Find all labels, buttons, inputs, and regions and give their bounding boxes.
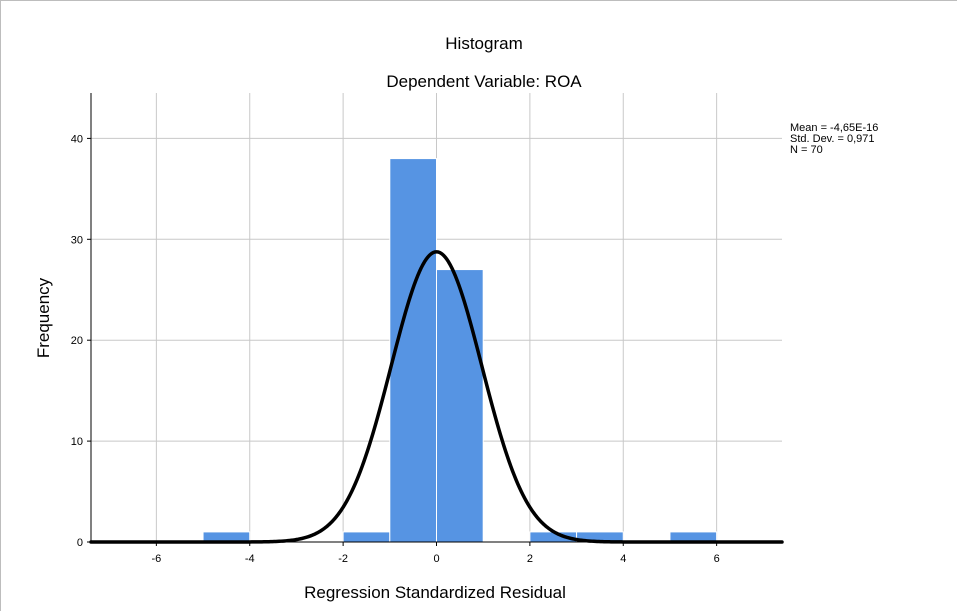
histogram-bar	[436, 269, 484, 543]
x-tick-label: -4	[245, 553, 255, 565]
histogram-bars	[202, 158, 718, 543]
chart-title: Histogram	[445, 34, 522, 53]
x-tick-label: 6	[714, 553, 720, 565]
x-axis-title: Regression Standardized Residual	[304, 583, 566, 602]
chart-subtitle: Dependent Variable: ROA	[386, 72, 582, 91]
histogram-bar	[389, 158, 438, 543]
y-tick-label: 30	[71, 234, 83, 246]
tick-labels: 0 10 20 30 40 -6 -4 -2 0 2 4 6	[71, 133, 720, 565]
stats-std-dev: Std. Dev. = 0,971	[790, 133, 875, 145]
x-tick-label: -2	[338, 553, 348, 565]
statistics-legend: Mean = -4,65E-16 Std. Dev. = 0,971 N = 7…	[790, 122, 878, 156]
y-tick-label: 0	[77, 537, 83, 549]
x-tick-label: -6	[151, 553, 161, 565]
histogram-bar	[342, 531, 391, 543]
y-tick-label: 40	[71, 133, 83, 145]
y-axis-title: Frequency	[34, 277, 53, 358]
stats-mean: Mean = -4,65E-16	[790, 122, 878, 134]
axes	[87, 93, 782, 546]
y-tick-label: 20	[71, 335, 83, 347]
stats-n: N = 70	[790, 144, 823, 156]
x-tick-label: 4	[620, 553, 626, 565]
x-tick-label: 0	[433, 553, 439, 565]
y-tick-label: 10	[71, 436, 83, 448]
x-tick-label: 2	[527, 553, 533, 565]
